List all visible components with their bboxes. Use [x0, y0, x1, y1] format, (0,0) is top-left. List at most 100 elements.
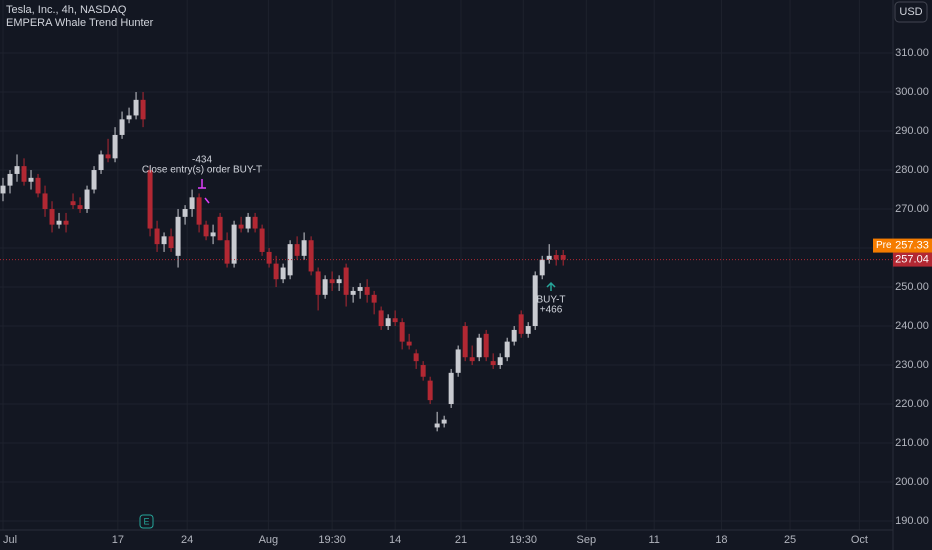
candle-body	[413, 353, 419, 362]
premarket-name: Pre	[876, 240, 892, 251]
y-tick-label: 270.00	[895, 203, 929, 215]
candle-body	[399, 322, 405, 342]
annotation: -434	[192, 155, 212, 166]
candle-body	[161, 236, 167, 245]
candle-body	[322, 279, 328, 295]
y-tick-label: 230.00	[895, 359, 929, 371]
candle-body	[539, 259, 545, 276]
candle-body	[420, 365, 426, 377]
candle-body	[434, 423, 440, 428]
candle-body	[35, 177, 41, 194]
y-tick-label: 190.00	[895, 515, 929, 527]
candle-body	[49, 209, 55, 225]
x-tick-label: 14	[389, 534, 401, 546]
candle-body	[336, 279, 342, 284]
x-tick-label: 11	[649, 534, 660, 546]
candle-body	[462, 326, 468, 358]
candle-body	[476, 337, 482, 358]
candle-body	[175, 216, 181, 256]
y-tick-label: 300.00	[895, 86, 929, 98]
candle-body	[84, 189, 90, 210]
candle-body	[287, 244, 293, 276]
candle-body	[217, 216, 223, 241]
candle-body	[112, 134, 118, 159]
x-tick-label: Oct	[851, 534, 868, 546]
event-badge[interactable]	[139, 514, 154, 529]
x-tick-label: Aug	[259, 534, 279, 546]
candle-body	[301, 240, 307, 256]
candle-body	[147, 170, 153, 229]
candle-body	[126, 115, 132, 120]
candle-body	[133, 99, 139, 116]
candle-body	[343, 267, 349, 295]
premarket-price: 257.33	[895, 239, 929, 251]
candle-body	[469, 357, 475, 362]
y-tick-label: 310.00	[895, 47, 929, 59]
candle-body	[553, 255, 559, 260]
candle-body	[266, 251, 272, 264]
annotation: BUY-T	[536, 295, 565, 306]
x-tick-label: 21	[455, 534, 467, 546]
candle-body	[350, 290, 356, 295]
annotation: Close entry(s) order BUY-T	[142, 165, 262, 176]
last-price-tag	[893, 252, 932, 267]
candle-body	[273, 263, 279, 280]
indicator-name: EMPERA Whale Trend Hunter	[6, 17, 154, 29]
exit-tick	[204, 197, 210, 204]
candles	[0, 92, 566, 432]
candle-body	[154, 228, 160, 245]
candle-body	[497, 357, 503, 366]
x-tick-label: Jul	[3, 534, 17, 546]
candle-body	[483, 333, 489, 358]
x-tick-label: 17	[112, 534, 124, 546]
candle-body	[259, 228, 265, 252]
candle-body	[448, 372, 454, 405]
x-tick-label: Sep	[577, 534, 597, 546]
candle-body	[7, 173, 13, 186]
candle-body	[378, 310, 384, 327]
candle-body	[392, 318, 398, 323]
y-tick-label: 250.00	[895, 281, 929, 293]
x-tick-label: 24	[181, 534, 193, 546]
y-tick-label: 280.00	[895, 164, 929, 176]
chart-title: Tesla, Inc., 4h, NASDAQ	[6, 4, 127, 16]
candle-body	[224, 240, 230, 264]
x-tick-label: 19:30	[318, 534, 346, 546]
candle-body	[196, 197, 202, 225]
x-tick-label: 18	[715, 534, 727, 546]
candle-body	[329, 279, 335, 284]
currency-label[interactable]: USD	[899, 6, 922, 18]
candle-body	[119, 119, 125, 135]
premarket-tag	[873, 238, 932, 253]
x-tick-label: 25	[784, 534, 796, 546]
candle-body	[105, 154, 111, 159]
candle-body	[308, 240, 314, 272]
candle-body	[357, 287, 363, 291]
candle-body	[406, 341, 412, 346]
event-badge-label[interactable]: E	[143, 516, 149, 526]
candle-body	[518, 314, 524, 334]
candle-body	[140, 99, 146, 120]
exit-arrow	[198, 179, 206, 189]
candle-body	[364, 287, 370, 295]
candle-body	[455, 349, 461, 373]
currency-button[interactable]	[894, 1, 928, 23]
candle-body	[427, 380, 433, 401]
candle-body	[56, 220, 62, 225]
candle-body	[63, 220, 69, 225]
candle-body	[168, 236, 174, 249]
candle-body	[490, 361, 496, 366]
candle-body	[189, 197, 195, 210]
candle-body	[91, 170, 97, 190]
candle-body	[560, 255, 566, 260]
last-price-label: 257.04	[895, 253, 929, 265]
candle-body	[511, 329, 517, 342]
x-tick-label: 19:30	[510, 534, 538, 546]
candle-body	[42, 193, 48, 210]
candle-body	[203, 224, 209, 237]
candle-body	[210, 232, 216, 237]
candle-body	[504, 341, 510, 358]
candle-body	[70, 201, 76, 206]
